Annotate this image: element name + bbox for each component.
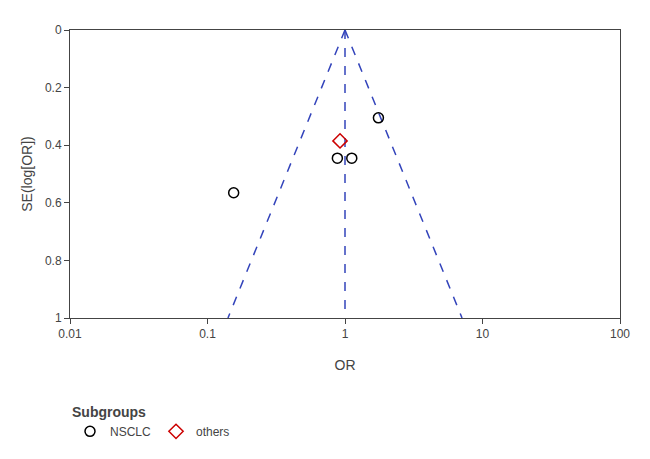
svg-text:NSCLC: NSCLC — [110, 425, 151, 439]
svg-text:SE(log[OR]): SE(log[OR]) — [19, 136, 35, 211]
svg-text:0.4: 0.4 — [45, 138, 62, 152]
svg-text:100: 100 — [610, 327, 630, 341]
svg-text:1: 1 — [342, 327, 349, 341]
svg-text:others: others — [196, 425, 229, 439]
svg-text:0.8: 0.8 — [45, 254, 62, 268]
svg-text:1: 1 — [55, 311, 62, 325]
svg-text:0.6: 0.6 — [45, 196, 62, 210]
svg-text:10: 10 — [476, 327, 490, 341]
svg-text:0.2: 0.2 — [45, 81, 62, 95]
svg-text:Subgroups: Subgroups — [72, 404, 146, 420]
svg-text:OR: OR — [335, 357, 356, 373]
svg-text:0.1: 0.1 — [199, 327, 216, 341]
svg-text:0: 0 — [55, 23, 62, 37]
svg-text:0.01: 0.01 — [58, 327, 82, 341]
